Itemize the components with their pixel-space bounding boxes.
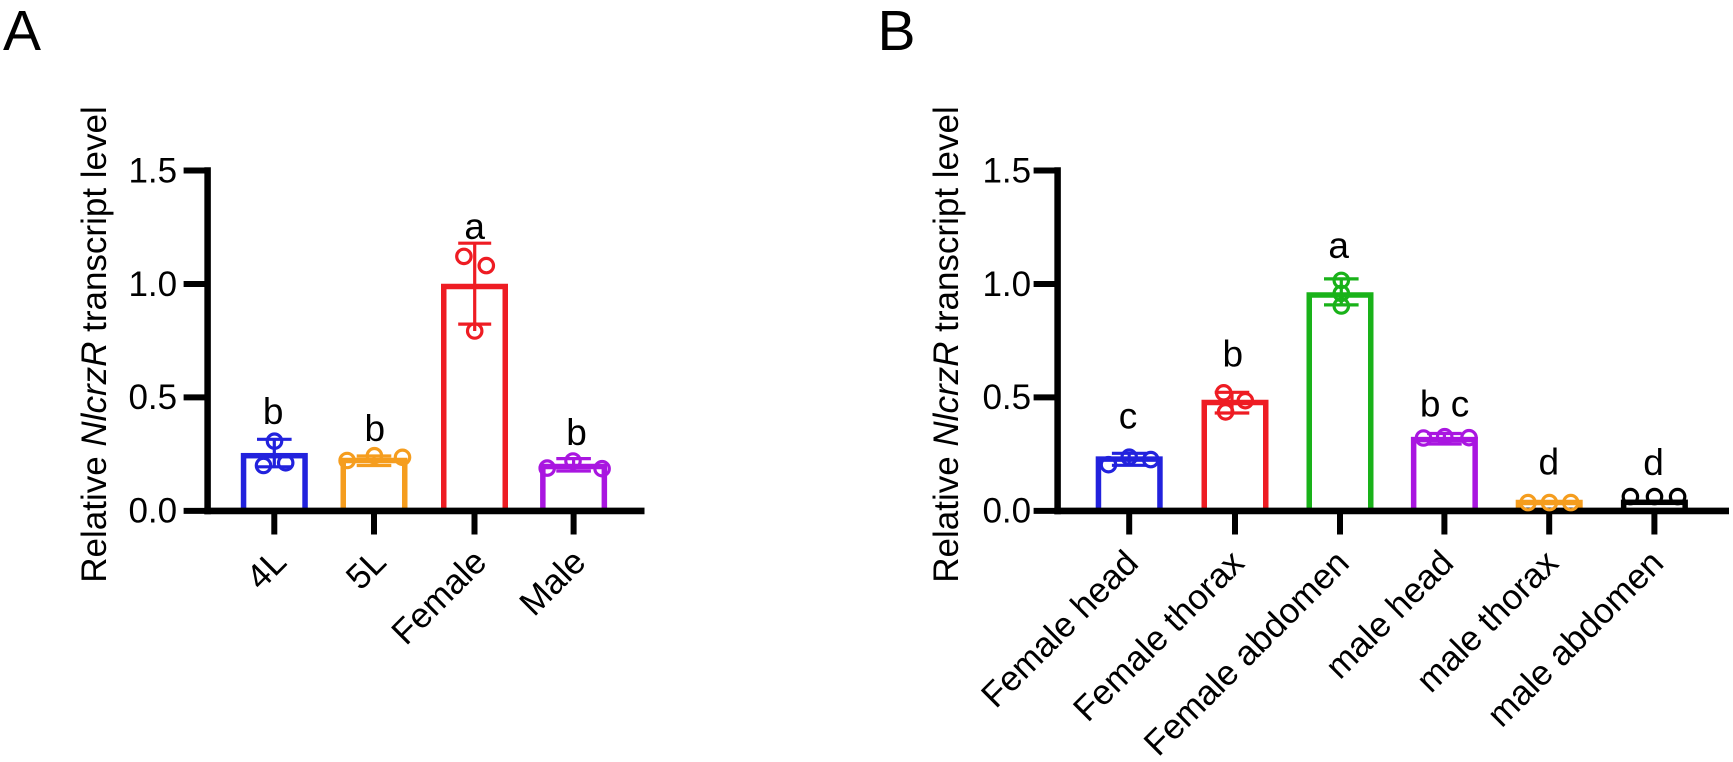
svg-text:0.5: 0.5 [128, 378, 177, 417]
svg-text:0.0: 0.0 [128, 492, 177, 531]
svg-text:c: c [1119, 396, 1138, 437]
svg-text:b: b [263, 391, 284, 432]
svg-text:d: d [1539, 442, 1560, 483]
svg-text:a: a [1328, 225, 1349, 266]
svg-text:0.5: 0.5 [982, 378, 1031, 417]
svg-text:B: B [878, 0, 916, 63]
svg-text:d: d [1643, 442, 1664, 483]
svg-text:1.5: 1.5 [128, 151, 177, 190]
svg-text:1.0: 1.0 [128, 265, 177, 304]
svg-text:1.0: 1.0 [982, 265, 1031, 304]
svg-text:Relative NlcrzR transcript lev: Relative NlcrzR transcript level [927, 106, 966, 583]
svg-text:0.0: 0.0 [982, 492, 1031, 531]
svg-text:b: b [365, 408, 386, 449]
svg-text:b: b [566, 412, 587, 453]
svg-text:1.5: 1.5 [982, 151, 1031, 190]
svg-text:A: A [3, 0, 41, 63]
svg-text:Relative NlcrzR transcript lev: Relative NlcrzR transcript level [75, 106, 114, 583]
svg-text:a: a [464, 206, 485, 247]
svg-text:b: b [1223, 334, 1244, 375]
svg-text:b c: b c [1420, 384, 1469, 425]
